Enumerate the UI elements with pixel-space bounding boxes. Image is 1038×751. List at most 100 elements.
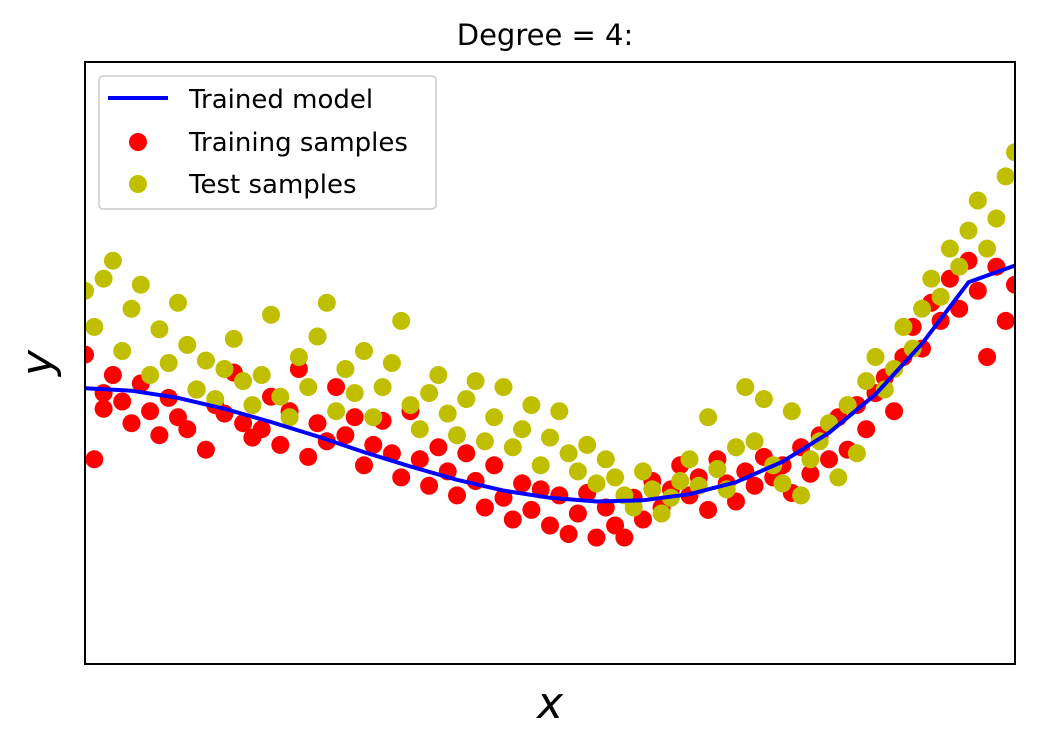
data-point — [978, 348, 997, 366]
data-point — [317, 293, 336, 312]
data-point — [885, 360, 904, 378]
data-point — [829, 468, 848, 487]
data-point — [996, 167, 1015, 186]
legend-dot-training — [129, 133, 147, 151]
data-point — [429, 366, 448, 384]
data-point — [568, 462, 587, 481]
data-point — [308, 327, 327, 346]
data-point — [931, 287, 950, 306]
data-point — [782, 402, 801, 421]
data-point — [820, 450, 838, 469]
data-point — [773, 474, 792, 493]
data-point — [1006, 143, 1015, 162]
scatter-series-1 — [85, 143, 1015, 523]
data-point — [754, 390, 773, 409]
data-point — [150, 426, 169, 445]
data-point — [968, 281, 987, 300]
data-point — [708, 460, 727, 478]
data-point — [615, 528, 634, 547]
data-point — [392, 468, 411, 487]
data-point — [345, 384, 364, 403]
data-point — [578, 435, 597, 454]
data-point — [252, 366, 271, 384]
data-point — [103, 251, 122, 270]
data-point — [652, 504, 671, 523]
data-point — [541, 428, 559, 447]
data-point — [438, 404, 457, 423]
data-point — [94, 399, 113, 418]
legend-label-test-samples: Test samples — [188, 170, 357, 200]
data-point — [857, 420, 876, 439]
data-point — [224, 329, 243, 348]
data-point — [531, 456, 550, 475]
data-point — [847, 444, 866, 463]
data-point — [866, 348, 885, 366]
data-point — [875, 380, 894, 399]
data-point — [792, 486, 811, 505]
plot-frame — [84, 61, 1016, 665]
data-point — [559, 444, 578, 463]
data-point — [85, 345, 94, 364]
data-point — [699, 408, 718, 427]
data-point — [196, 351, 215, 370]
data-point — [541, 516, 559, 535]
data-point — [150, 320, 169, 339]
data-point — [987, 209, 1006, 228]
data-point — [503, 438, 522, 457]
data-point — [838, 396, 857, 415]
data-point — [978, 239, 997, 258]
data-point — [85, 281, 94, 300]
data-point — [85, 317, 104, 336]
data-point — [903, 339, 922, 358]
data-point — [522, 500, 541, 519]
data-point — [178, 420, 197, 439]
data-point — [141, 366, 160, 384]
data-point — [94, 269, 113, 288]
trained-model-line — [85, 263, 1015, 504]
data-point — [234, 414, 253, 433]
data-point — [345, 408, 364, 427]
data-point — [996, 311, 1015, 330]
data-point — [643, 480, 662, 499]
legend-box — [98, 75, 437, 210]
data-point — [1006, 275, 1015, 294]
data-point — [466, 372, 485, 391]
data-point — [271, 387, 290, 406]
data-point — [745, 476, 764, 495]
data-point — [494, 378, 513, 397]
data-point — [736, 378, 755, 397]
data-point — [513, 474, 532, 493]
legend: Trained model Training samples Test samp… — [98, 75, 437, 210]
data-point — [420, 384, 439, 403]
data-point — [178, 335, 197, 354]
legend-label-trained-model: Trained model — [188, 85, 373, 115]
data-point — [485, 408, 504, 427]
data-point — [410, 420, 429, 439]
data-point — [922, 269, 941, 288]
data-point — [745, 432, 764, 451]
data-point — [252, 420, 271, 439]
data-point — [699, 500, 718, 519]
data-point — [801, 450, 820, 469]
data-point — [568, 504, 587, 523]
data-point — [968, 191, 987, 210]
data-point — [299, 378, 318, 397]
data-point — [299, 447, 318, 466]
data-point — [364, 435, 383, 454]
data-point — [475, 498, 494, 517]
data-point — [122, 299, 141, 318]
data-point — [429, 438, 448, 457]
data-point — [475, 432, 494, 451]
data-point — [373, 378, 392, 397]
data-point — [113, 342, 132, 360]
data-point — [289, 348, 308, 366]
data-point — [336, 426, 355, 445]
data-point — [94, 384, 113, 403]
data-point — [801, 464, 820, 483]
data-point — [382, 354, 401, 372]
data-point — [262, 305, 280, 324]
data-point — [727, 438, 745, 457]
data-point — [680, 450, 699, 469]
data-point — [959, 221, 978, 240]
